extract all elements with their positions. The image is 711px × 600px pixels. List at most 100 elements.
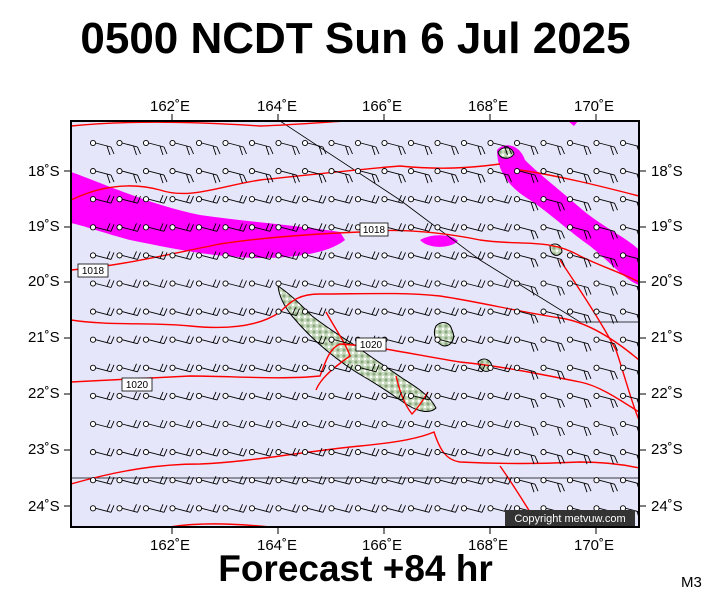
wind-barb xyxy=(487,279,512,288)
lon-label-bottom: 166˚E xyxy=(362,537,403,554)
wind-barb xyxy=(195,251,221,260)
wind-barb xyxy=(301,391,327,401)
wind-barb xyxy=(540,477,565,493)
wind-barb xyxy=(142,139,168,156)
wind-barb xyxy=(116,251,141,260)
wind-barb xyxy=(275,139,300,156)
wind-barb xyxy=(89,504,115,513)
wind-barb xyxy=(513,392,539,409)
wind-barb xyxy=(487,363,512,373)
wind-barb xyxy=(593,196,618,212)
wind-barb xyxy=(142,419,168,429)
isobar-label-box: 1018 xyxy=(359,222,389,237)
isobar-label: 1018 xyxy=(82,266,105,277)
precip-band-east xyxy=(497,145,639,285)
lon-label-top: 166˚E xyxy=(362,98,403,115)
wind-barb xyxy=(540,168,565,184)
wind-barb xyxy=(301,335,327,345)
model-code: M3 xyxy=(681,574,702,591)
wind-barb xyxy=(540,364,565,380)
lon-label-bottom: 168˚E xyxy=(468,537,509,554)
wind-barb xyxy=(460,195,486,204)
wind-barb xyxy=(354,195,380,204)
wind-barb xyxy=(407,447,433,457)
wind-barb xyxy=(142,476,168,485)
isobar xyxy=(71,343,639,413)
wind-barb xyxy=(407,279,433,288)
wind-barb xyxy=(275,168,300,184)
wind-barb xyxy=(354,251,380,260)
wind-barb xyxy=(195,307,221,317)
wind-barb xyxy=(619,139,639,154)
wind-barb xyxy=(169,476,194,485)
lon-label-bottom: 162˚E xyxy=(150,537,191,554)
wind-barb xyxy=(328,223,353,232)
wind-barb xyxy=(381,419,406,429)
lat-label-right: 19˚S xyxy=(651,218,683,235)
wind-barb xyxy=(354,447,380,457)
wind-barb xyxy=(142,251,168,260)
precip-band-west xyxy=(71,172,345,258)
wind-barb xyxy=(513,477,539,493)
wind-barb xyxy=(513,364,539,380)
wind-barb xyxy=(434,279,459,288)
wind-barb xyxy=(407,391,433,401)
wind-barb xyxy=(89,279,115,288)
wind-barb xyxy=(566,280,592,296)
isobar xyxy=(71,292,639,361)
isobar xyxy=(71,121,358,127)
wind-barb xyxy=(460,476,486,485)
wind-barb xyxy=(354,391,380,401)
wind-barb xyxy=(566,252,592,268)
wind-barb xyxy=(566,477,592,493)
wind-barb xyxy=(275,251,300,260)
wind-barb xyxy=(593,139,618,156)
wind-barb xyxy=(222,476,247,485)
wind-barb xyxy=(460,391,486,401)
wind-barb xyxy=(142,391,168,401)
wind-barb xyxy=(248,391,274,401)
wind-barb xyxy=(513,336,539,352)
wind-barb xyxy=(434,251,459,260)
wind-barb xyxy=(301,447,327,457)
map-frame xyxy=(70,120,640,528)
wind-barb xyxy=(89,168,115,184)
wind-barb xyxy=(222,391,247,401)
wind-barb xyxy=(275,223,300,232)
wind-barb xyxy=(222,223,247,232)
forecast-label: Forecast +84 hr xyxy=(218,548,493,589)
wind-barb xyxy=(275,307,300,317)
wind-barb xyxy=(566,449,592,465)
wind-barb xyxy=(487,419,512,429)
wind-barb xyxy=(354,279,380,288)
wind-barb xyxy=(566,364,592,380)
wind-barb xyxy=(169,363,194,373)
wind-barb xyxy=(593,168,618,184)
wind-barb xyxy=(301,476,327,485)
wind-barb xyxy=(169,279,194,288)
copyright-box xyxy=(505,510,635,526)
lat-label-left: 22˚S xyxy=(28,385,60,402)
wind-barb xyxy=(328,447,353,457)
lon-label-top: 164˚E xyxy=(257,98,298,115)
wind-barb xyxy=(248,223,274,232)
wind-barb xyxy=(487,139,512,156)
wind-barb xyxy=(169,139,194,156)
wind-barb xyxy=(116,476,141,485)
wind-barb xyxy=(328,335,353,345)
lon-label-top: 168˚E xyxy=(468,98,509,115)
wind-barb xyxy=(513,280,539,296)
wind-barb xyxy=(328,307,353,317)
isobar xyxy=(395,375,429,416)
wind-barb xyxy=(460,139,486,156)
wind-barb xyxy=(513,252,539,268)
wind-barb xyxy=(169,419,194,429)
wind-barb xyxy=(513,139,539,156)
wind-barb xyxy=(275,476,300,485)
wind-barb xyxy=(487,447,512,457)
wind-barb xyxy=(407,363,433,373)
isobar xyxy=(519,169,639,197)
isobar xyxy=(71,229,639,283)
wind-barb xyxy=(222,363,247,373)
isobar xyxy=(71,431,639,485)
